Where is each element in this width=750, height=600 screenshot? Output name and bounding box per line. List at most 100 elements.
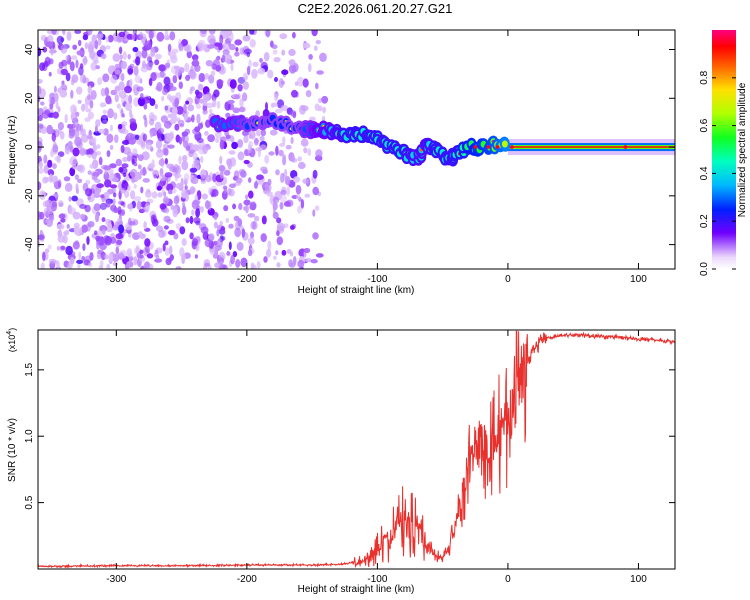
noise-blob [174,123,180,131]
noise-blob [176,106,184,115]
noise-blob [219,34,224,45]
noise-blob [164,30,169,39]
noise-blob [206,102,214,109]
noise-blob [279,202,284,210]
noise-blob [260,233,267,243]
noise-blob [285,144,292,150]
noise-blob [85,223,91,232]
noise-blob [120,145,125,153]
noise-blob [143,102,148,110]
noise-blob [115,233,124,240]
noise-blob [202,94,210,102]
noise-blob [251,68,258,79]
noise-blob [150,72,157,82]
noise-blob [87,111,95,120]
noise-blob [216,238,223,248]
noise-blob [77,99,82,104]
noise-blob [113,112,118,120]
noise-blob [286,186,291,196]
noise-blob [101,229,106,235]
noise-blob [57,106,61,113]
noise-blob [315,40,321,45]
noise-blob [281,49,286,56]
noise-blob [71,74,79,83]
snr-x-axis: -300 -200 -100 0 100 [106,330,647,585]
noise-blob [70,89,74,99]
noise-blob [118,31,126,38]
noise-blob [118,90,127,99]
noise-blob [162,88,168,96]
noise-blob [253,215,260,222]
noise-blob [198,72,205,83]
noise-blob [196,137,204,143]
noise-blob [300,199,305,209]
noise-blob [112,261,118,267]
noise-blob [264,183,272,193]
noise-blob [103,165,112,171]
noise-blob [243,159,250,165]
noise-blob [181,160,189,171]
noise-blob [266,191,273,197]
noise-blob [132,46,139,53]
noise-blob [173,65,180,71]
y-tick-label: 0 [24,144,35,150]
noise-blob [65,245,73,256]
noise-blob [107,34,114,43]
noise-blob [318,97,323,104]
noise-blob [38,211,43,221]
noise-blob [139,31,143,41]
noise-blob [276,230,280,237]
noise-blob [228,150,236,155]
noise-blob [136,200,142,210]
noise-blob [272,201,278,211]
noise-blob [96,183,104,189]
noise-blob [280,189,287,196]
noise-blob [39,190,46,200]
noise-blob [319,52,327,62]
noise-blob [179,226,186,235]
noise-blob [158,64,166,72]
noise-blob [162,174,166,182]
spectrogram-y-axis: -40 -20 0 20 40 [24,44,675,252]
noise-blob [161,133,165,141]
snr-y-axis: 0.5 1.0 1.5 [24,362,675,510]
noise-blob [51,132,56,142]
noise-blob [51,175,57,183]
noise-blob [80,133,89,143]
noise-blob [129,118,136,124]
noise-blob [69,61,75,72]
noise-blob [89,100,94,109]
noise-blob [115,246,120,255]
noise-blob [144,261,150,269]
noise-blob [129,168,138,178]
noise-blob [194,98,198,105]
noise-blob [199,98,205,104]
noise-blob [283,223,289,228]
noise-blob [112,198,116,206]
noise-blob [200,156,204,163]
noise-blob [219,155,223,165]
noise-blob [315,149,323,158]
noise-blob [57,200,64,208]
noise-blob [163,225,169,230]
noise-blob [79,130,84,136]
colorbar-tick-label: 0.0 [699,262,710,276]
noise-blob [187,104,195,112]
noise-blob [182,140,189,148]
noise-blob [308,63,312,73]
noise-blob [47,244,52,250]
noise-blob [283,201,291,207]
noise-blob [230,135,235,143]
noise-blob [183,45,191,52]
noise-blob [95,65,100,70]
spectrogram-y-label: Frequency (Hz) [7,116,18,185]
noise-blob [194,126,201,133]
x-tick-label: -300 [106,574,126,585]
noise-blob [200,174,207,182]
noise-blob [235,259,241,268]
noise-blob [69,156,78,166]
noise-blob [109,184,118,189]
noise-blob [121,163,129,169]
noise-blob [183,173,190,182]
noise-blob [127,185,131,192]
